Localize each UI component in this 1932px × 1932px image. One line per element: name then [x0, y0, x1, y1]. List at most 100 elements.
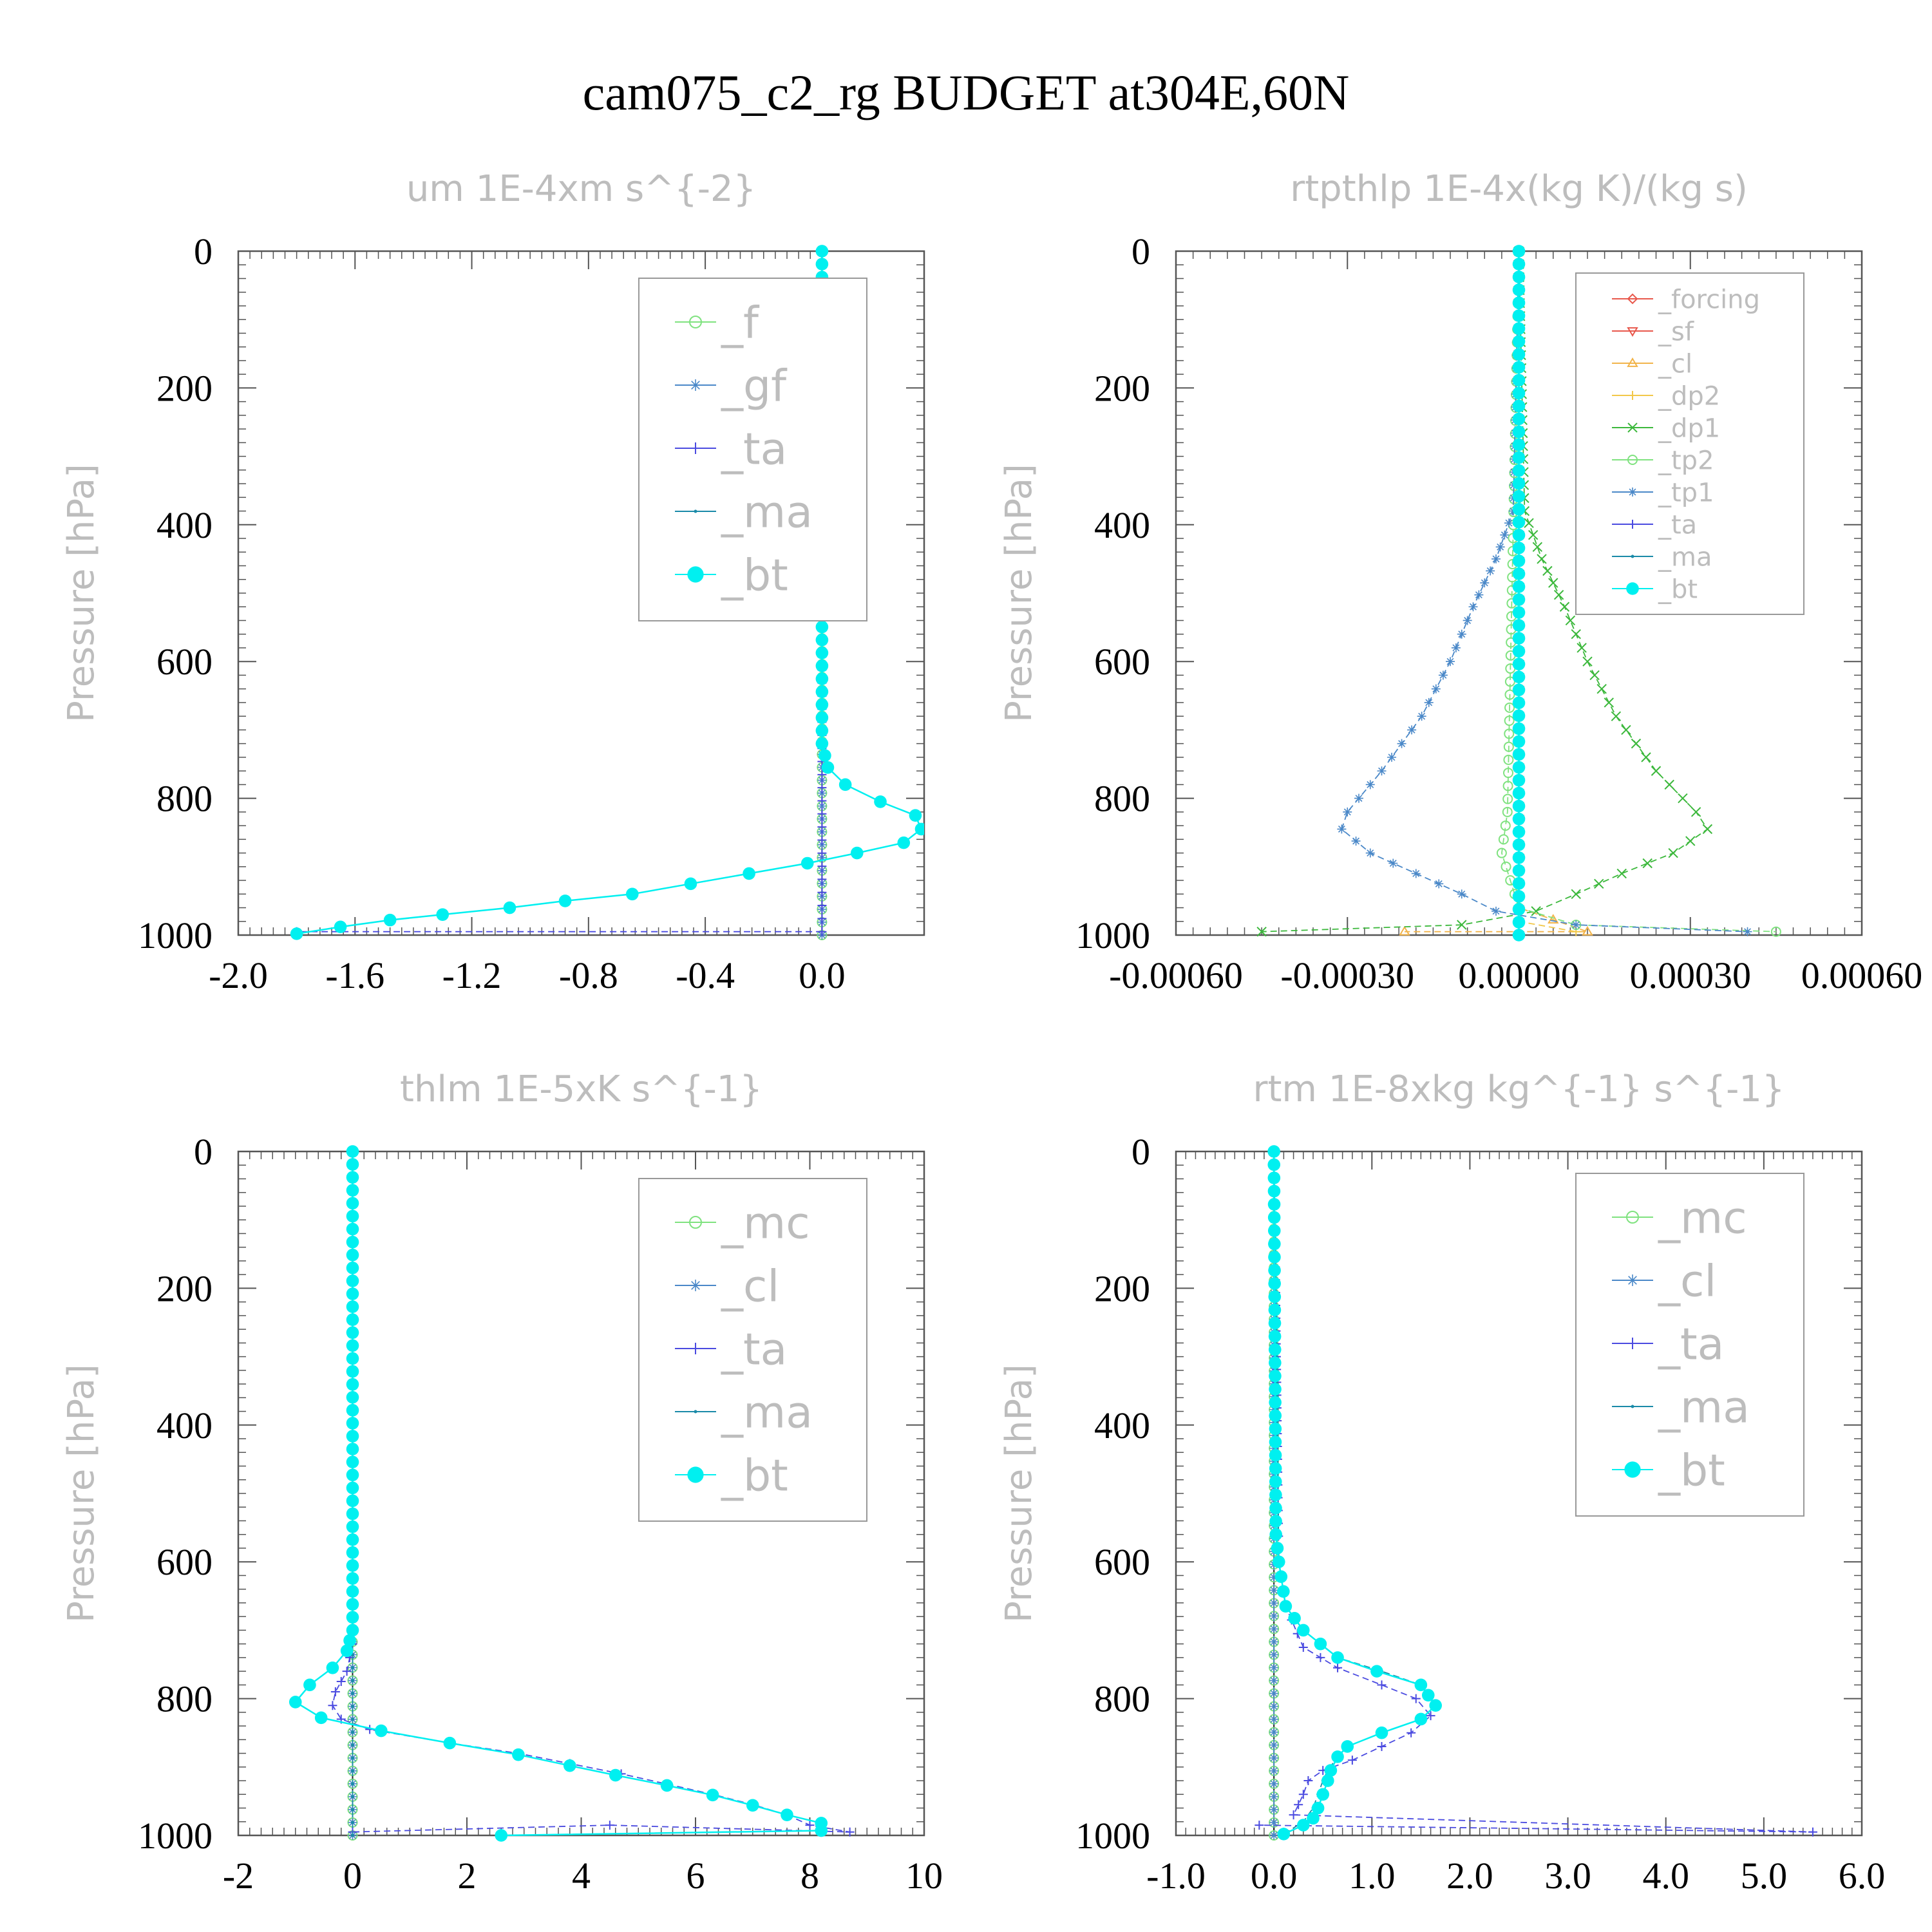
y-tick-label: 1000 [1075, 914, 1150, 956]
series-point [1512, 773, 1526, 787]
series-point [326, 1662, 339, 1674]
series-line [1405, 251, 1588, 933]
series-point [1512, 542, 1526, 554]
series-point [1690, 807, 1701, 817]
series-point [1324, 1764, 1338, 1777]
series-point [819, 749, 831, 762]
series-point [1512, 812, 1526, 826]
series-group [289, 1145, 855, 1842]
series-point [375, 1724, 388, 1738]
series-point [346, 1171, 359, 1184]
series-point [660, 1779, 674, 1792]
series-point [815, 685, 829, 698]
series-point [817, 853, 827, 862]
x-tick-label: 0.0 [799, 954, 846, 996]
series-point [1268, 1290, 1282, 1303]
series-point [626, 887, 639, 901]
series-point [1512, 632, 1526, 645]
series-point [1512, 477, 1526, 490]
series-point [1486, 566, 1495, 576]
series-point [805, 1821, 815, 1830]
y-tick-label: 0 [1132, 1131, 1150, 1173]
series-point [1571, 629, 1581, 639]
legend-marker [1627, 422, 1638, 433]
series-point [1271, 1542, 1284, 1555]
series-point [1616, 868, 1627, 879]
series-point [1377, 766, 1387, 776]
legend-label: _forcing [1658, 285, 1760, 314]
series-point [346, 1468, 359, 1482]
y-tick-label: 800 [156, 778, 213, 820]
series-point [1474, 590, 1484, 600]
series-point [1512, 799, 1526, 813]
series-point [346, 1455, 359, 1469]
series-point [346, 1404, 359, 1417]
series-point [346, 1378, 359, 1391]
chart-panel-1: um 1E-4xm s^{-2} Pressure [hPa] 0 200 400 600… [61, 168, 925, 996]
series-point [346, 1209, 359, 1223]
series-point [346, 1274, 359, 1287]
series-point [1272, 1555, 1285, 1568]
series-point [1668, 848, 1678, 858]
series-point [495, 1829, 508, 1842]
series-point [1512, 270, 1526, 283]
series-point [817, 875, 827, 884]
series-point [817, 770, 827, 779]
series-point [314, 1711, 328, 1725]
series-point [1267, 1211, 1281, 1224]
series-point [346, 1352, 359, 1365]
series-point [1504, 518, 1513, 528]
series-point [1504, 728, 1515, 739]
series-point [346, 1145, 359, 1158]
series-point [346, 1430, 359, 1443]
series-point [346, 1184, 359, 1197]
series-point [563, 1759, 576, 1772]
series-point [1582, 656, 1593, 667]
series-point [1255, 1821, 1264, 1830]
legend-marker [687, 566, 704, 583]
series-point [1512, 309, 1526, 322]
series-point [1397, 739, 1406, 748]
series-point [850, 846, 864, 860]
legend-label: _cl [721, 1261, 779, 1312]
series-point [1512, 361, 1526, 374]
series-point [1577, 643, 1587, 653]
series-point [1512, 645, 1526, 658]
series-point [1268, 1330, 1282, 1343]
series-point [1267, 1145, 1280, 1158]
series-point [914, 822, 924, 836]
series-point [815, 620, 829, 634]
series-point [1512, 554, 1526, 567]
series-point [346, 1585, 359, 1598]
series-point [1365, 848, 1375, 858]
series-point [1269, 1448, 1282, 1462]
series-point [1269, 1779, 1279, 1788]
series-point [346, 1624, 359, 1637]
series-point [909, 809, 922, 822]
legend-marker [1627, 357, 1638, 367]
series-point [817, 835, 827, 845]
y-tick-label: 200 [156, 1267, 213, 1309]
legend-box [638, 278, 867, 621]
series-point [1426, 1711, 1435, 1721]
series-point [1512, 864, 1526, 877]
legend-marker [689, 1216, 702, 1229]
legend-marker [687, 1466, 704, 1483]
legend-label: _ta [1658, 1319, 1724, 1370]
series-point [1269, 1637, 1279, 1647]
series-point [1500, 530, 1510, 540]
series-point [346, 1417, 359, 1430]
series-point [1307, 1812, 1320, 1825]
series-point [346, 1572, 359, 1585]
series-point [684, 877, 697, 891]
x-tick-label: -1.6 [325, 954, 384, 996]
series-point [1269, 1676, 1279, 1685]
series-point [1512, 890, 1526, 903]
series-point [1542, 565, 1553, 576]
legend-marker [1631, 554, 1634, 558]
series-point [346, 1546, 359, 1559]
series-point [1512, 451, 1526, 464]
series-point [1594, 878, 1604, 889]
series-point [1548, 914, 1559, 924]
